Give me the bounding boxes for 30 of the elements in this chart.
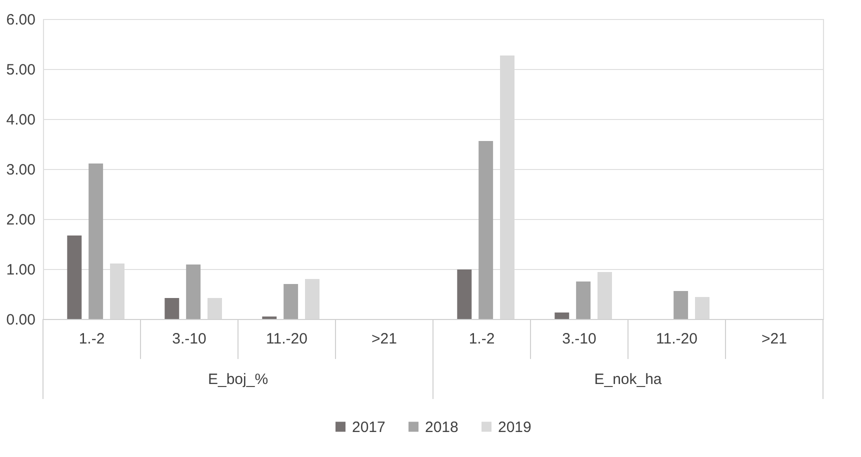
legend-label: 2018 (425, 418, 458, 436)
y-tick-label: 6.00 (6, 12, 36, 28)
x-tick-label: 1.-2 (468, 330, 495, 348)
legend-label: 2017 (352, 418, 386, 436)
y-tick-label: 1.00 (6, 262, 36, 278)
y-tick-label: 0.00 (6, 312, 36, 328)
bar (164, 298, 180, 319)
bar (554, 312, 570, 319)
bar (674, 291, 688, 319)
x-tick-label: 3.-10 (562, 330, 596, 348)
bar (88, 164, 104, 319)
y-tick-label: 4.00 (6, 112, 36, 128)
bar (478, 141, 494, 319)
y-tick-label: 2.00 (6, 212, 36, 228)
bar (186, 264, 201, 319)
x-tick-label: 3.-10 (172, 330, 206, 348)
x-tick-label: 1.-2 (78, 330, 105, 348)
x-tick-label: 11.-20 (656, 330, 698, 348)
bar (284, 284, 298, 319)
bar (576, 282, 591, 319)
bar (457, 270, 472, 319)
bar (67, 236, 82, 319)
legend-label: 2019 (498, 418, 532, 436)
y-tick-label: 3.00 (6, 162, 36, 178)
text: E_boj_% (208, 371, 268, 388)
x-tick-label: >21 (762, 330, 787, 348)
text: E_nok_ha (594, 371, 662, 388)
x-tick-label: >21 (372, 330, 397, 348)
y-tick-label: 5.00 (6, 62, 36, 78)
x-tick-label: 11.-20 (266, 330, 308, 348)
